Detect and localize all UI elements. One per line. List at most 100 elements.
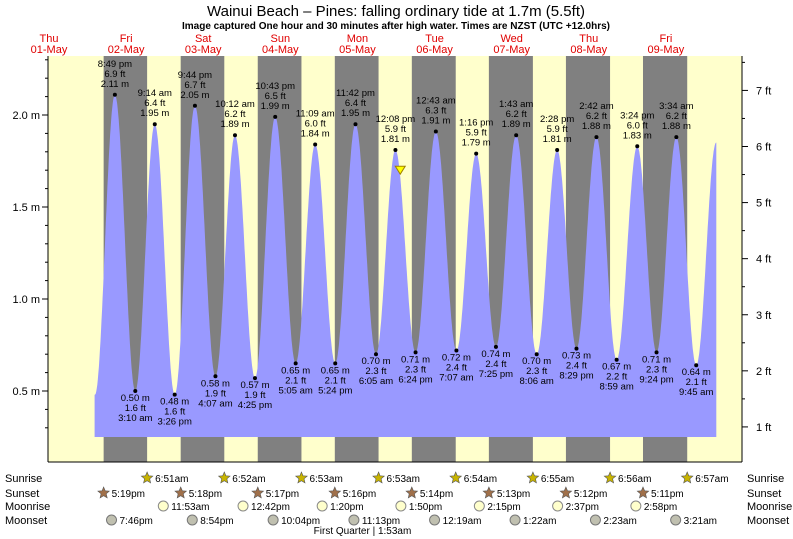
tide-label-line: 8:29 pm [559,371,593,382]
moonrise-event: 1:20pm [316,500,364,513]
low-tide-label: 0.73 m2.4 ft8:29 pm [559,346,594,382]
day-label-date: 06-May [416,44,453,56]
moonset-event: 8:54pm [186,514,234,527]
day-label-dow: Wed [500,33,522,45]
sun-icon [405,486,419,499]
moon-icon [267,514,279,526]
tide-label-line: 6.9 ft [104,69,125,80]
sunrise-event: 6:55am [526,471,574,485]
sunrise-row-label: Sunrise [5,473,42,485]
low-tide-label: 0.70 m2.3 ft8:06 am [520,352,554,387]
sunset-time: 5:17pm [266,489,299,500]
tide-label-line: 0.73 m [562,351,591,362]
tide-point [594,135,599,140]
moon-icon [589,514,601,526]
tide-label-line: 5.9 ft [385,124,406,135]
sun-icon [328,486,342,499]
low-tide-label: 0.50 m1.6 ft3:10 am [118,389,153,424]
tide-label-line: 8:59 am [599,382,633,393]
tide-label-line: 6.7 ft [184,80,205,91]
tide-label-line: 1.88 m [582,121,611,132]
moonset-time: 7:46pm [120,516,153,527]
tide-label-line: 2:42 am [579,101,613,112]
sunset-event: 5:18pm [174,486,222,500]
chart-title: Wainui Beach – Pines: falling ordinary t… [207,3,585,20]
tide-label-line: 5:24 pm [318,385,352,396]
sunset-time: 5:16pm [343,489,376,500]
tide-label-line: 1.83 m [623,130,652,141]
tide-label-line: 3:24 pm [620,110,654,121]
tide-label-line: 6.4 ft [144,98,165,109]
sun-icon [559,486,573,499]
tide-label-line: 1.6 ft [164,407,185,418]
tide-label-line: 0.57 m [240,380,269,391]
sunrise-event: 6:51am [140,471,188,485]
moonrise-time: 12:42pm [251,502,290,513]
tide-label-line: 5:05 am [279,385,313,396]
tide-point [152,122,157,127]
tide-point [232,133,237,138]
high-tide-label: 2:28 pm5.9 ft1.81 m [540,114,574,152]
sunrise-time: 6:52am [232,474,265,485]
sunrise-event: 6:53am [294,471,343,485]
tide-label-line: 1.99 m [261,101,290,112]
sunrise-time: 6:56am [618,474,651,485]
astronomy-rows: Sunrise Sunrise 6:51am 6:52am 6:53am 6:53am 6:… [5,471,792,537]
moonset-time: 3:21am [684,516,717,527]
day-labels: Thu01-MayFri02-MaySat03-MaySun04-MayMon0… [31,33,685,56]
tide-label-line: 5.9 ft [466,128,487,139]
day-label-date: 01-May [31,44,68,56]
low-tide-label: 0.70 m2.3 ft6:05 am [359,352,393,387]
tide-label-line: 0.65 m [281,365,310,376]
sunrise-event: 6:54am [449,471,497,485]
moonrise-event: 2:58pm [630,500,677,513]
tide-label-line: 6.2 ft [586,111,607,122]
tide-label-line: 6.2 ft [224,109,245,120]
tide-label-line: 9:24 pm [639,374,673,385]
moonrise-time: 11:53am [171,502,209,513]
tide-label-line: 1.88 m [662,121,691,132]
sunset-event: 5:13pm [482,486,530,500]
moonset-event: 7:46pm [106,514,153,527]
tide-label-line: 1.81 m [543,134,572,145]
sun-icon [140,471,154,484]
tide-point [192,103,197,108]
tide-label-line: 1.84 m [301,128,330,139]
moonrise-row-label: Moonrise [5,501,50,513]
sunrise-time: 6:55am [541,474,574,485]
moonset-time: 10:04pm [281,516,320,527]
sunrise-time: 6:53am [309,474,342,485]
sunset-event: 5:16pm [328,486,376,500]
high-tide-label: 2:42 am6.2 ft1.88 m [579,101,614,140]
tide-label-line: 12:43 am [416,96,456,107]
moonrise-time: 1:50pm [409,502,442,513]
tide-label-line: 3:34 am [659,101,693,112]
sunset-row-label-right: Sunset [747,488,781,500]
day-label-dow: Thu [40,33,59,45]
high-tide-label: 12:08 pm5.9 ft1.81 m [376,114,415,152]
tide-label-line: 0.50 m [121,393,150,404]
moon-icon [670,514,682,526]
moonset-event: 12:19am [429,514,482,527]
moonrise-row-label-right: Moonrise [747,501,792,513]
tide-label-line: 9:45 am [679,387,713,398]
tide-label-line: 5.9 ft [547,124,568,135]
moonset-time: 12:19am [443,516,482,527]
day-label-date: 05-May [339,44,376,56]
sunset-time: 5:18pm [189,489,222,500]
tide-label-line: 6.4 ft [345,98,366,109]
tide-point [393,147,398,152]
day-label-date: 02-May [108,44,145,56]
moonrise-time: 1:20pm [330,502,363,513]
tide-label-line: 1:43 am [499,99,533,110]
tide-label-line: 10:43 pm [255,81,295,92]
tide-label-line: 11:09 am [296,108,335,119]
right-tick-label: 2 ft [756,366,771,378]
sunset-event: 5:19pm [97,486,145,500]
moon-icon [237,500,249,512]
left-tick-label: 0.5 m [12,386,40,398]
tide-label-line: 2.4 ft [446,363,467,374]
moonset-event: 1:22am [509,514,556,527]
sunset-time: 5:13pm [497,489,530,500]
sunset-event: 5:17pm [251,486,299,500]
